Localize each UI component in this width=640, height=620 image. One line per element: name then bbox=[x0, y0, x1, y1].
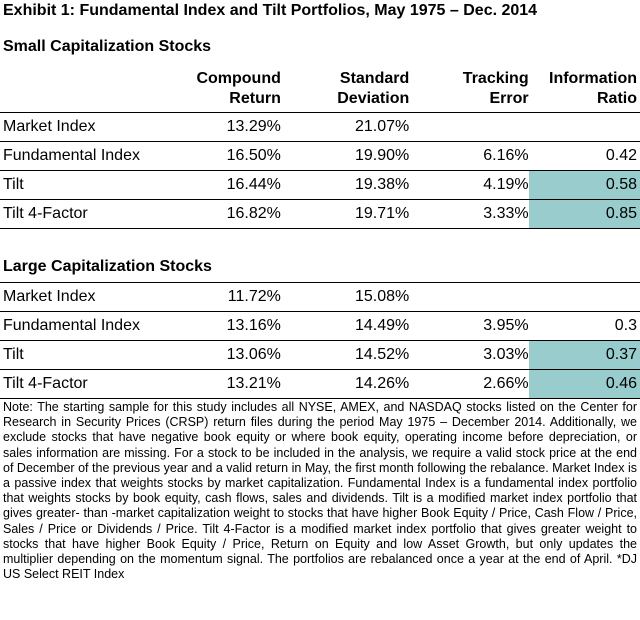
standard-deviation: 21.07% bbox=[280, 111, 410, 141]
header-compound-return: Compound Return bbox=[196, 69, 281, 107]
tracking-error: 3.03% bbox=[409, 340, 529, 370]
table-row: Tilt 4-Factor 16.82% 19.71% 3.33% 0.85 bbox=[0, 198, 640, 229]
compound-return: 16.82% bbox=[183, 198, 281, 229]
row-name: Market Index bbox=[0, 111, 184, 141]
table-row: Market Index 13.29% 21.07% bbox=[0, 111, 640, 141]
standard-deviation: 15.08% bbox=[280, 282, 410, 312]
standard-deviation: 19.38% bbox=[280, 169, 410, 199]
information-ratio-highlighted: 0.37 bbox=[528, 340, 640, 370]
header-information-ratio: Information Ratio bbox=[549, 69, 637, 107]
tracking-error: 3.33% bbox=[409, 198, 529, 229]
tracking-error: 6.16% bbox=[409, 140, 529, 170]
information-ratio-highlighted: 0.85 bbox=[528, 198, 640, 229]
information-ratio-highlighted: 0.58 bbox=[528, 169, 640, 199]
table-row: Market Index 11.72% 15.08% bbox=[0, 282, 640, 312]
small-cap-title: Small Capitalization Stocks bbox=[3, 38, 212, 55]
tracking-error bbox=[409, 111, 529, 141]
information-ratio: 0.42 bbox=[528, 140, 640, 170]
row-name: Tilt 4-Factor bbox=[0, 369, 184, 399]
row-name: Tilt 4-Factor bbox=[0, 198, 184, 229]
standard-deviation: 14.52% bbox=[280, 340, 410, 370]
compound-return: 13.16% bbox=[183, 311, 281, 341]
large-cap-table: Market Index 11.72% 15.08% Fundamental I… bbox=[0, 282, 640, 399]
header-tracking-error: Tracking Error bbox=[462, 69, 529, 107]
table-row: Tilt 4-Factor 13.21% 14.26% 2.66% 0.46 bbox=[0, 369, 640, 399]
standard-deviation: 14.49% bbox=[280, 311, 410, 341]
information-ratio-highlighted: 0.46 bbox=[528, 369, 640, 399]
large-cap-title: Large Capitalization Stocks bbox=[3, 258, 212, 275]
row-name: Market Index bbox=[0, 282, 184, 312]
standard-deviation: 19.90% bbox=[280, 140, 410, 170]
table-row: Fundamental Index 16.50% 19.90% 6.16% 0.… bbox=[0, 140, 640, 170]
header-blank bbox=[0, 62, 184, 112]
row-name: Fundamental Index bbox=[0, 311, 184, 341]
tracking-error bbox=[409, 282, 529, 312]
information-ratio bbox=[528, 282, 640, 312]
header-row: Compound Return Standard Deviation Trackin… bbox=[0, 62, 640, 112]
compound-return: 13.29% bbox=[183, 111, 281, 141]
standard-deviation: 14.26% bbox=[280, 369, 410, 399]
table-row: Tilt 13.06% 14.52% 3.03% 0.37 bbox=[0, 340, 640, 370]
tracking-error: 4.19% bbox=[409, 169, 529, 199]
exhibit-title: Exhibit 1: Fundamental Index and Tilt Po… bbox=[3, 2, 538, 19]
small-cap-table: Compound Return Standard Deviation Trackin… bbox=[0, 62, 640, 229]
compound-return: 16.44% bbox=[183, 169, 281, 199]
table-row: Fundamental Index 13.16% 14.49% 3.95% 0.… bbox=[0, 311, 640, 341]
information-ratio bbox=[528, 111, 640, 141]
compound-return: 13.21% bbox=[183, 369, 281, 399]
footnote: Note: The starting sample for this study… bbox=[3, 400, 637, 582]
compound-return: 11.72% bbox=[183, 282, 281, 312]
tracking-error: 2.66% bbox=[409, 369, 529, 399]
row-name: Fundamental Index bbox=[0, 140, 184, 170]
standard-deviation: 19.71% bbox=[280, 198, 410, 229]
compound-return: 16.50% bbox=[183, 140, 281, 170]
compound-return: 13.06% bbox=[183, 340, 281, 370]
tracking-error: 3.95% bbox=[409, 311, 529, 341]
information-ratio: 0.3 bbox=[528, 311, 640, 341]
row-name: Tilt bbox=[0, 169, 184, 199]
row-name: Tilt bbox=[0, 340, 184, 370]
table-row: Tilt 16.44% 19.38% 4.19% 0.58 bbox=[0, 169, 640, 199]
header-standard-deviation: Standard Deviation bbox=[337, 69, 410, 107]
